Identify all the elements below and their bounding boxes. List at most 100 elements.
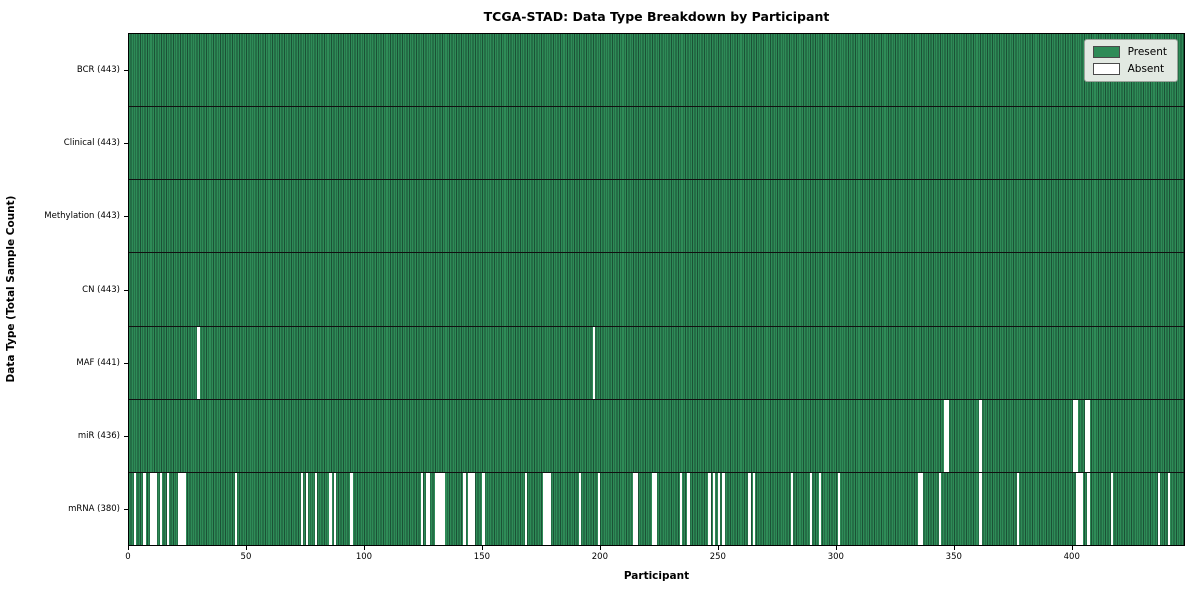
y-tick-label: Methylation (443) bbox=[44, 211, 120, 222]
heatmap-row-mrna bbox=[129, 472, 1184, 545]
heatmap-row-maf bbox=[129, 326, 1184, 400]
absent-stripe bbox=[180, 472, 184, 545]
absent-stripe bbox=[197, 326, 200, 399]
y-tick-mark bbox=[124, 509, 128, 511]
absent-stripe bbox=[543, 472, 546, 545]
absent-stripe bbox=[234, 472, 238, 545]
absent-stripe bbox=[482, 472, 485, 545]
absent-stripe bbox=[654, 472, 657, 545]
absent-stripe bbox=[178, 472, 181, 545]
present-swatch-icon bbox=[1092, 46, 1120, 58]
absent-stripe bbox=[753, 472, 756, 545]
absent-stripe bbox=[943, 399, 947, 472]
legend-entry-present: Present bbox=[1092, 46, 1167, 58]
absent-stripe bbox=[946, 399, 949, 472]
absent-stripe bbox=[1078, 472, 1081, 545]
plot-area: Present Absent bbox=[128, 33, 1185, 546]
legend-entry-absent: Absent bbox=[1092, 63, 1167, 75]
x-tick-mark bbox=[363, 546, 365, 550]
absent-stripe bbox=[152, 472, 155, 545]
x-tick-label: 300 bbox=[827, 552, 844, 562]
y-tick-mark bbox=[124, 216, 128, 218]
absent-swatch-icon bbox=[1092, 63, 1120, 75]
x-tick-mark bbox=[128, 546, 129, 550]
absent-stripe bbox=[350, 472, 353, 545]
absent-stripe bbox=[635, 472, 638, 545]
heatmap-row-methylation bbox=[129, 180, 1184, 254]
absent-stripe bbox=[578, 472, 582, 545]
absent-stripe bbox=[722, 472, 725, 545]
absent-stripe bbox=[468, 472, 471, 545]
x-tick-mark bbox=[245, 546, 247, 550]
y-tick-label: MAF (441) bbox=[76, 357, 120, 368]
y-axis-label: Data Type (Total Sample Count) bbox=[5, 195, 17, 383]
heatmap-row-clinical bbox=[129, 107, 1184, 181]
chart-title: TCGA-STAD: Data Type Breakdown by Partic… bbox=[483, 9, 830, 24]
absent-stripe bbox=[425, 472, 429, 545]
x-tick-mark bbox=[717, 546, 719, 550]
y-tick-label: miR (436) bbox=[77, 431, 120, 442]
x-tick-mark bbox=[835, 546, 837, 550]
y-tick-mark bbox=[124, 289, 128, 291]
absent-stripe bbox=[463, 472, 466, 545]
absent-stripe bbox=[1016, 472, 1020, 545]
absent-stripe bbox=[470, 472, 473, 545]
x-tick-label: 150 bbox=[473, 552, 491, 562]
x-tick-label: 50 bbox=[240, 552, 252, 562]
absent-stripe bbox=[597, 472, 601, 545]
absent-stripe bbox=[592, 326, 596, 399]
legend-label: Present bbox=[1127, 46, 1167, 58]
absent-stripe bbox=[748, 472, 751, 545]
absent-stripe bbox=[305, 472, 308, 545]
legend: Present Absent bbox=[1083, 39, 1178, 82]
absent-stripe bbox=[837, 472, 841, 545]
absent-stripe bbox=[687, 472, 690, 545]
absent-stripe bbox=[154, 472, 158, 545]
absent-stripe bbox=[329, 472, 332, 545]
absent-stripe bbox=[421, 472, 424, 545]
absent-stripe bbox=[790, 472, 794, 545]
y-tick-label: BCR (443) bbox=[76, 64, 120, 75]
absent-stripe bbox=[809, 472, 812, 545]
absent-stripe bbox=[651, 472, 655, 545]
absent-stripe bbox=[437, 472, 440, 545]
absent-stripe bbox=[159, 472, 162, 545]
absent-stripe bbox=[150, 472, 153, 545]
absent-stripe bbox=[713, 472, 716, 545]
x-tick-label: 0 bbox=[125, 552, 131, 562]
absent-stripe bbox=[143, 472, 146, 545]
absent-stripe bbox=[548, 472, 551, 545]
x-axis-label: Participant bbox=[623, 570, 690, 582]
y-tick-mark bbox=[124, 362, 128, 364]
absent-stripe bbox=[428, 472, 431, 545]
absent-stripe bbox=[439, 472, 443, 545]
absent-stripe bbox=[717, 472, 721, 545]
x-tick-mark bbox=[953, 546, 955, 550]
x-tick-label: 400 bbox=[1063, 552, 1080, 562]
absent-stripe bbox=[1087, 472, 1090, 545]
absent-stripe bbox=[166, 472, 170, 545]
x-tick-label: 350 bbox=[945, 552, 962, 562]
absent-stripe bbox=[708, 472, 711, 545]
x-tick-mark bbox=[1071, 546, 1073, 550]
absent-stripe bbox=[442, 472, 445, 545]
y-tick-mark bbox=[124, 69, 128, 71]
absent-stripe bbox=[680, 472, 683, 545]
absent-stripe bbox=[920, 472, 923, 545]
y-tick-label: mRNA (380) bbox=[68, 504, 120, 515]
absent-stripe bbox=[315, 472, 318, 545]
y-tick-mark bbox=[124, 436, 128, 438]
absent-stripe bbox=[1080, 472, 1083, 545]
y-tick-label: Clinical (443) bbox=[63, 137, 120, 148]
absent-stripe bbox=[939, 472, 942, 545]
absent-stripe bbox=[1075, 399, 1079, 472]
x-tick-mark bbox=[599, 546, 601, 550]
heatmap-row-bcr bbox=[129, 34, 1184, 108]
x-tick-label: 200 bbox=[591, 552, 608, 562]
absent-stripe bbox=[545, 472, 549, 545]
absent-stripe bbox=[818, 472, 822, 545]
heatmap-row-mir bbox=[129, 399, 1184, 473]
absent-stripe bbox=[472, 472, 476, 545]
absent-stripe bbox=[183, 472, 186, 545]
